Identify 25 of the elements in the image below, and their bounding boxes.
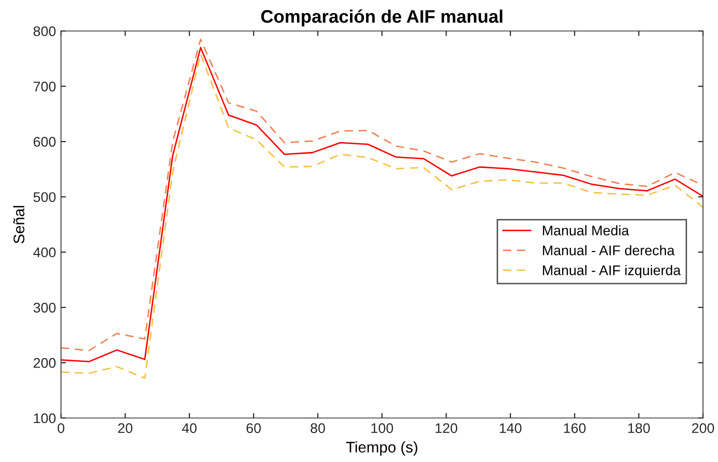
legend-label: Manual Media — [542, 225, 630, 236]
x-tick-label: 0 — [58, 423, 64, 434]
y-tick-label: 200 — [34, 358, 56, 368]
y-tick-label: 300 — [34, 302, 56, 313]
x-tick-label: 140 — [500, 423, 522, 434]
x-tick-label: 80 — [310, 423, 325, 434]
y-tick-label: 100 — [34, 413, 56, 424]
x-tick-label: 160 — [564, 423, 586, 434]
x-tick-label: 20 — [118, 423, 132, 434]
y-tick-label: 600 — [34, 136, 56, 147]
y-tick-label: 400 — [33, 247, 56, 258]
y-tick-label: 800 — [34, 26, 56, 36]
x-tick-label: 40 — [182, 423, 197, 434]
y-tick-label: 700 — [34, 82, 56, 92]
y-axis-title: Señal — [13, 206, 24, 244]
y-tick-label: 500 — [34, 192, 56, 202]
x-tick-label: 180 — [628, 423, 650, 434]
x-axis-title: Tiempo (s) — [346, 441, 418, 456]
x-tick-label: 60 — [246, 423, 261, 434]
legend-label: Manual - AIF derecha — [542, 245, 675, 256]
chart-title: Comparación de AIF manual — [261, 9, 502, 26]
x-tick-label: 120 — [436, 423, 458, 434]
x-tick-label: 100 — [371, 423, 394, 434]
legend-label: Manual - AIF izquierda — [542, 265, 681, 278]
x-tick-label: 200 — [692, 423, 714, 434]
